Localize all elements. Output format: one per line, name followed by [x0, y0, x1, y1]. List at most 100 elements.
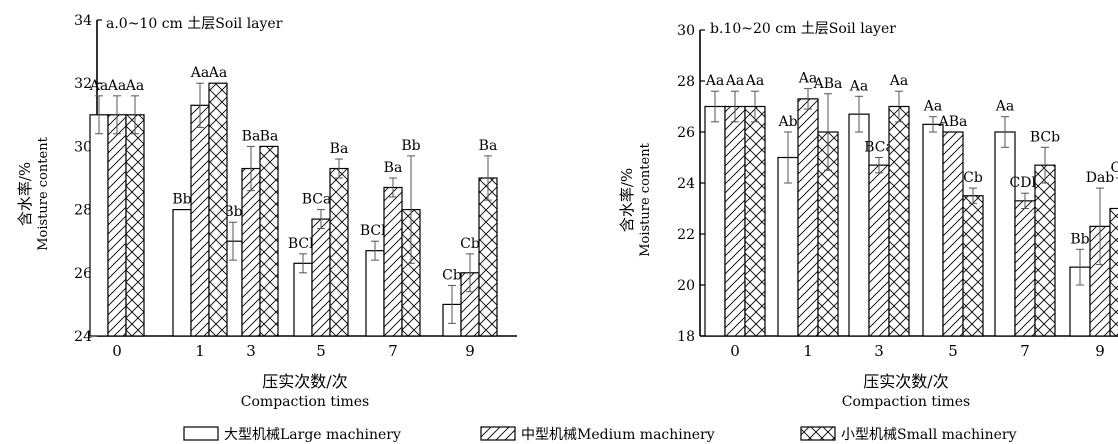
bar-small [329, 167, 349, 337]
significance-label-small: Ca [1110, 160, 1118, 176]
significance-label-large: Ab [777, 114, 797, 130]
bar-large [89, 114, 109, 337]
significance-label-small: Cb [963, 170, 983, 186]
significance-label-small: Bb [401, 138, 420, 154]
bar-medium [868, 164, 890, 337]
x-tick-label: 1 [803, 342, 813, 360]
significance-label-large: BCb [288, 236, 318, 252]
x-tick-label: 9 [1095, 342, 1105, 360]
significance-label-large: Cb [442, 267, 462, 283]
y-tick-label: 20 [677, 278, 695, 294]
significance-label-small: BCb [1030, 129, 1060, 145]
x-tick-label: 5 [316, 342, 326, 360]
y-tick-label: 32 [74, 76, 92, 92]
significance-label-medium: Aa [107, 78, 126, 94]
y-tick-label: 28 [677, 74, 695, 90]
y-tick-label: 30 [74, 139, 92, 155]
bar-large [293, 262, 313, 337]
significance-label-medium: Aa [190, 65, 209, 81]
legend-swatch-large [183, 426, 219, 441]
x-tick-label: 0 [112, 342, 122, 360]
x-tick-label: 0 [730, 342, 740, 360]
significance-label-medium: Aa [725, 73, 744, 89]
significance-label-medium: CDb [1010, 175, 1041, 191]
bar-small [1034, 164, 1056, 337]
panel-a-ylabel-en: Moisture content [36, 136, 51, 250]
x-tick-label: 1 [195, 342, 205, 360]
bar-small [259, 145, 279, 337]
y-tick-label: 18 [677, 329, 695, 345]
bar-medium [1014, 200, 1036, 337]
bar-medium [107, 114, 127, 337]
significance-label-small: Ba [260, 128, 279, 144]
x-tick-label: 7 [1020, 342, 1030, 360]
y-tick-label: 24 [677, 176, 695, 192]
significance-label-large: Aa [849, 78, 868, 94]
bar-large [365, 250, 385, 337]
significance-label-small: Aa [745, 73, 764, 89]
bar-small [478, 177, 498, 337]
significance-label-large: Aa [995, 99, 1014, 115]
bar-large [704, 105, 726, 337]
bar-large [777, 156, 799, 337]
bar-medium [383, 186, 403, 337]
panel-b-ylabel-cn: 含水率/% [618, 168, 636, 232]
bar-medium [190, 104, 210, 337]
bar-large [922, 123, 944, 337]
x-tick-label: 3 [246, 342, 256, 360]
bar-large [994, 131, 1016, 337]
panel-b-axes: 18 20 22 24 26 28 30 0 1 3 5 7 9 [677, 23, 1118, 360]
x-tick-label: 7 [388, 342, 398, 360]
y-tick-label: 34 [74, 13, 92, 29]
legend-label-medium: 中型机械Medium machinery [521, 427, 715, 443]
bar-small [1109, 207, 1118, 337]
significance-label-small: Ba [479, 138, 498, 154]
bar-medium [241, 167, 261, 337]
x-tick-label: 9 [465, 342, 475, 360]
bar-small [962, 195, 984, 337]
significance-label-large: Aa [705, 73, 724, 89]
significance-label-large: Aa [89, 78, 108, 94]
y-tick-label: 22 [677, 227, 695, 243]
significance-label-large: BCb [360, 223, 390, 239]
significance-label-medium: Cb [460, 236, 480, 252]
bar-medium [797, 98, 819, 337]
significance-label-large: Bb [172, 192, 191, 208]
panel-b-xlabel-cn: 压实次数/次 [863, 372, 948, 391]
significance-label-medium: Ba [242, 128, 261, 144]
bar-small [208, 82, 228, 337]
bar-small [125, 114, 145, 337]
panel-b-xlabel-en: Compaction times [842, 394, 970, 410]
significance-label-large: Bb [223, 204, 242, 220]
bar-large [172, 209, 192, 337]
y-tick-label: 26 [677, 125, 695, 141]
bar-medium [311, 218, 331, 337]
significance-label-medium: Dab [1086, 170, 1115, 186]
bar-small [744, 105, 766, 337]
significance-label-small: Aa [208, 65, 227, 81]
legend-swatch-medium [480, 426, 516, 441]
panel-b-title: b.10~20 cm 土层Soil layer [710, 21, 896, 37]
significance-label-medium: Ba [384, 160, 403, 176]
panel-a-title: a.0~10 cm 土层Soil layer [106, 16, 283, 32]
panel-a-xlabel-cn: 压实次数/次 [262, 372, 347, 391]
significance-label-small: Aa [889, 73, 908, 89]
legend-label-large: 大型机械Large machinery [224, 427, 401, 443]
bar-medium [942, 131, 964, 337]
panel-a-0-10cm: a.0~10 cm 土层Soil layer 24 26 28 30 32 34 0 1 3 5 7… [16, 13, 517, 410]
y-tick-label: 24 [74, 329, 92, 345]
legend: 大型机械Large machinery 中型机械Medium machinery… [183, 426, 1017, 443]
significance-label-medium: Aa [798, 71, 817, 87]
bar-medium [724, 105, 746, 337]
legend-label-small: 小型机械Small machinery [841, 427, 1017, 443]
panel-b-ylabel-en: Moisture content [638, 142, 653, 256]
y-tick-label: 28 [74, 203, 92, 219]
significance-label-small: ABa [813, 76, 843, 92]
significance-label-small: Ba [330, 141, 349, 157]
x-tick-label: 5 [948, 342, 958, 360]
significance-label-small: Aa [125, 78, 144, 94]
